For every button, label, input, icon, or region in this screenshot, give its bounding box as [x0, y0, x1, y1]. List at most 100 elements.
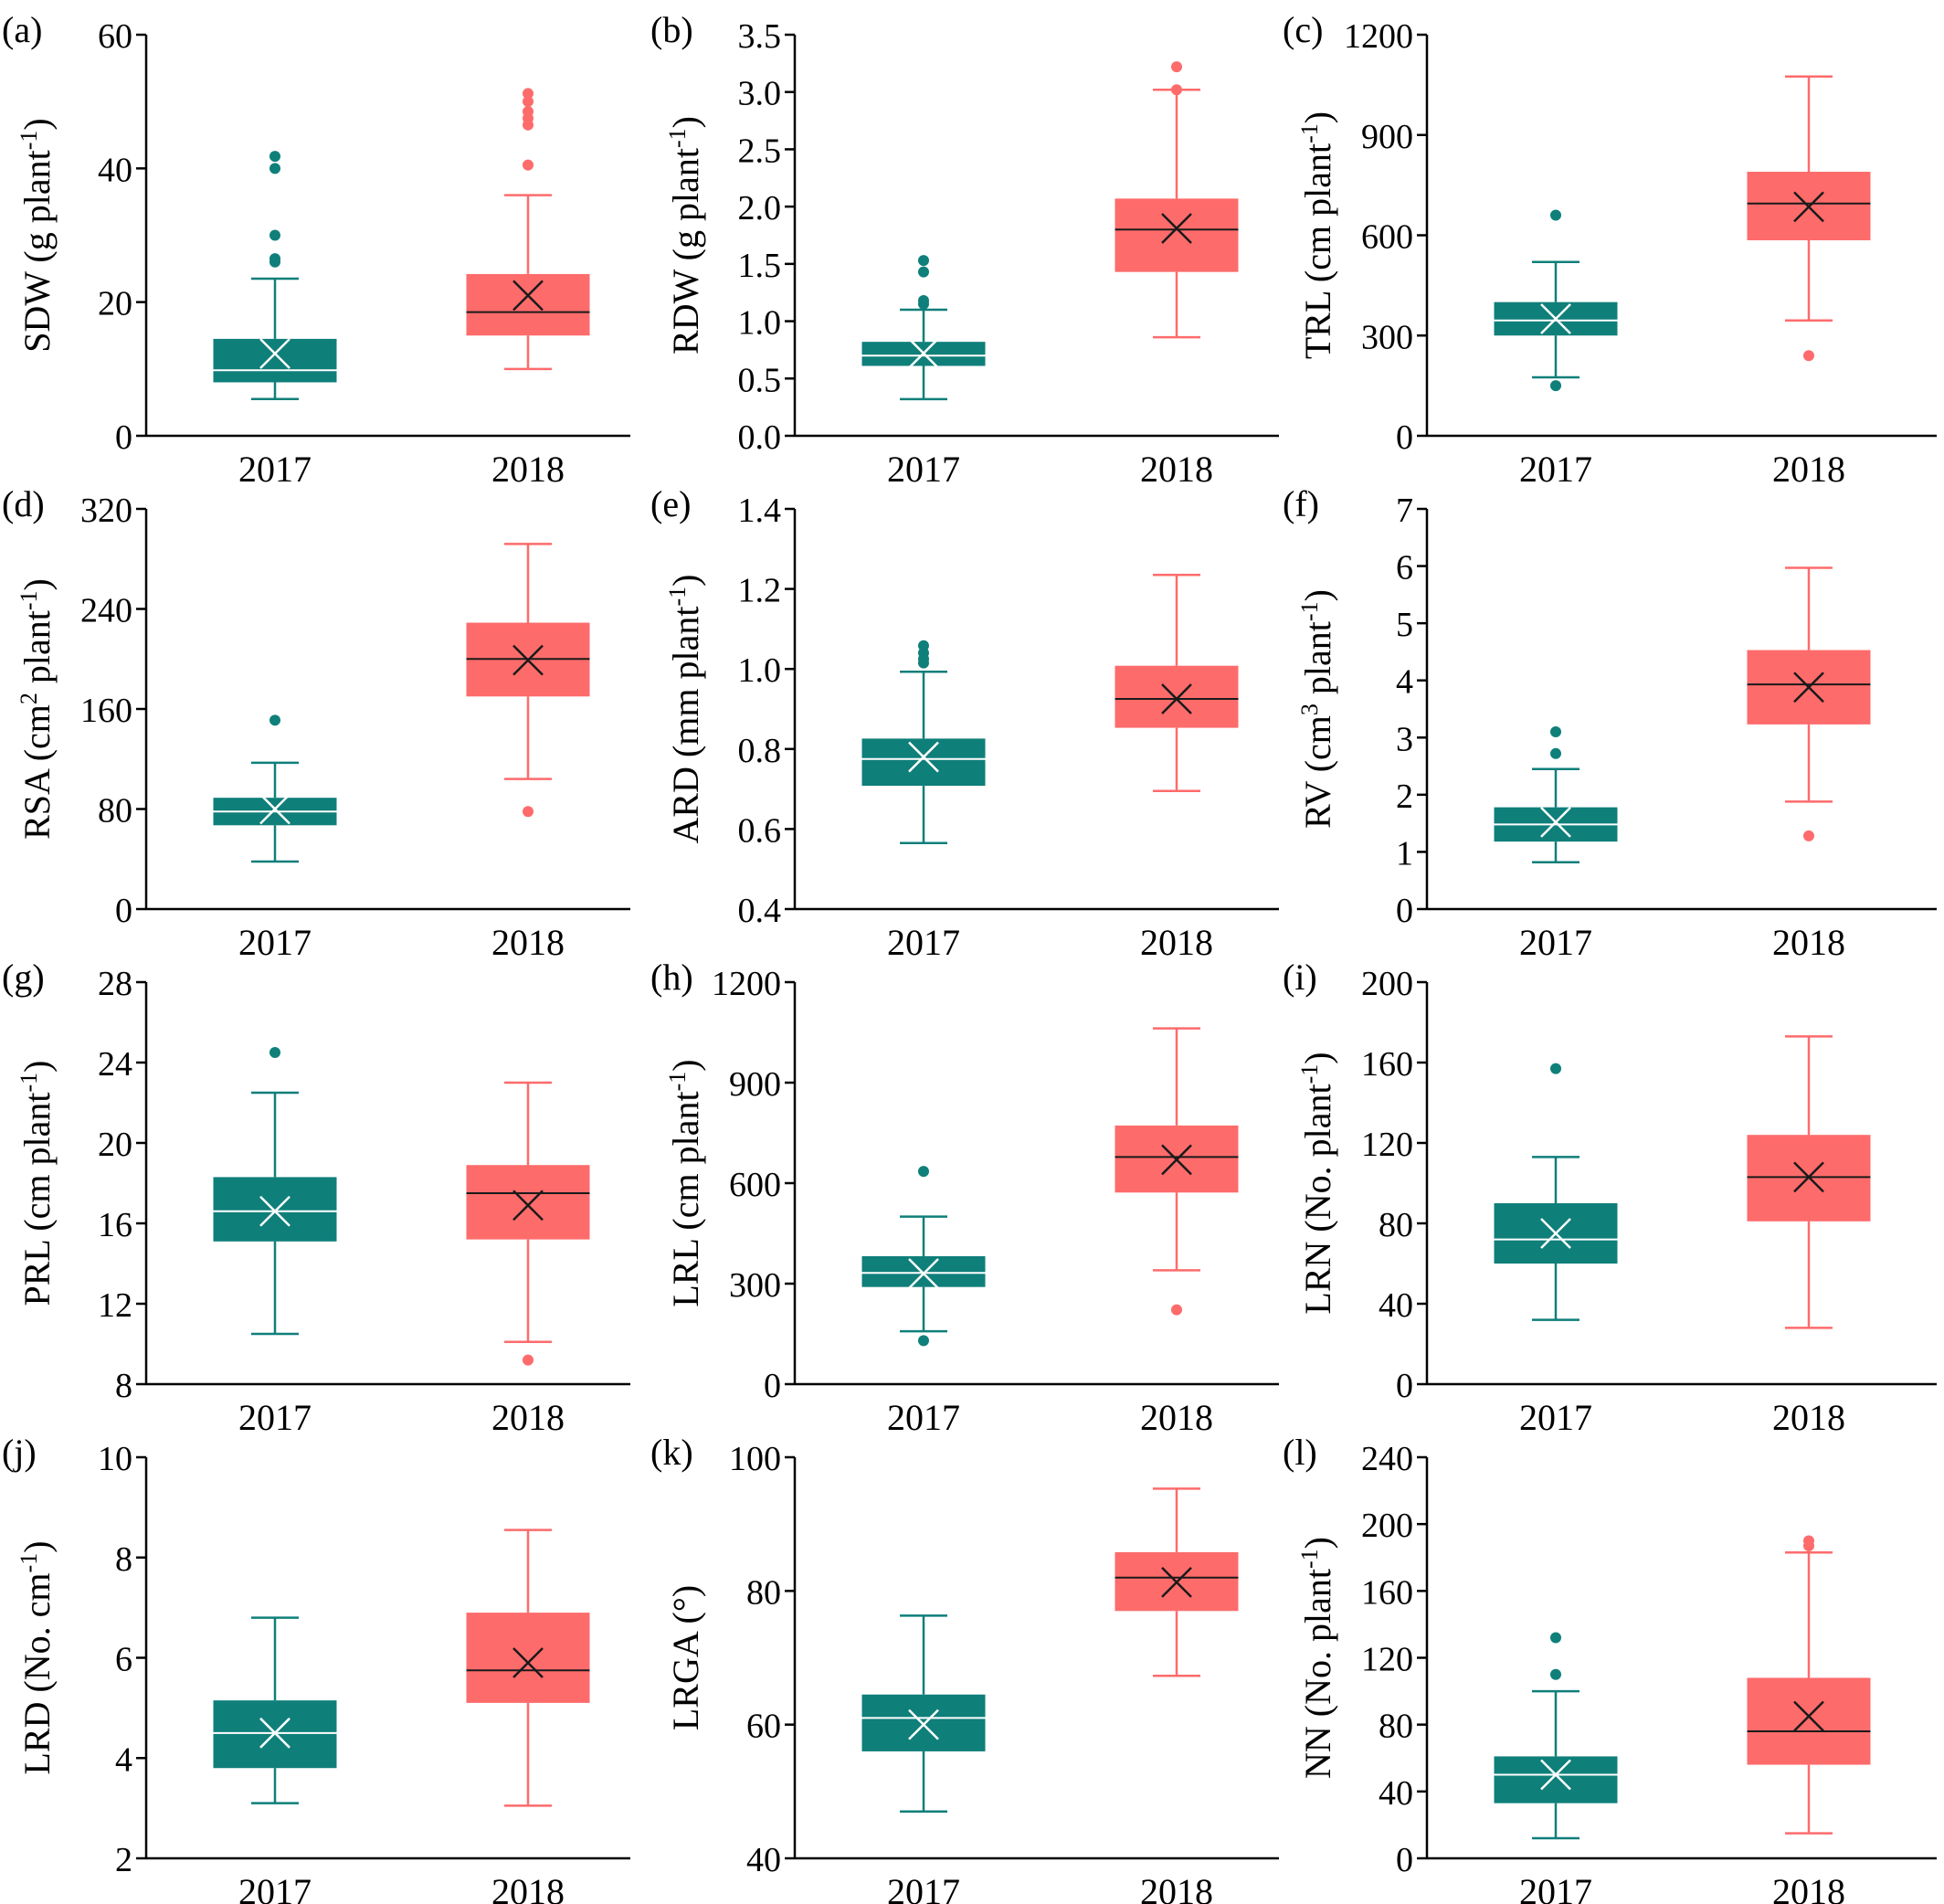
y-tick-label: 120 [1361, 1641, 1413, 1679]
y-axis-label: SDW (g plant-1) [16, 118, 58, 352]
y-tick-label: 0.8 [738, 732, 782, 770]
y-axis-label: NN (No. plant-1) [1296, 1537, 1338, 1779]
y-tick-label: 2.0 [738, 189, 782, 227]
x-tick-label: 2017 [238, 1397, 312, 1438]
outlier-point [1550, 209, 1561, 221]
y-tick-label: 1.0 [738, 304, 782, 343]
y-axis-label-text: LRD (No. cm [16, 1572, 58, 1774]
y-axis-label: RV (cm3 plant-1) [1296, 589, 1338, 829]
y-tick-label: 1200 [1344, 17, 1413, 56]
iqr-box [1494, 1756, 1618, 1804]
panel-label: (d) [2, 483, 45, 524]
x-tick-label: 2017 [238, 1871, 312, 1904]
y-axis-label-superscript: -1 [1296, 1549, 1323, 1569]
y-axis-label: RSA (cm2 plant-1) [16, 578, 58, 840]
panel-label: (l) [1283, 1432, 1317, 1473]
mean-marker [259, 793, 291, 825]
y-axis-label-superscript: 3 [1296, 703, 1323, 715]
mean-marker [512, 1190, 544, 1222]
chart-panel-a: 0 20 40 60 2017 2018 (a) SDW (g plant-1) [2, 9, 630, 490]
box-2018 [1115, 574, 1239, 793]
y-tick-label: 160 [80, 692, 132, 730]
y-axis-label-superscript: -1 [16, 1073, 42, 1093]
y-tick-label: 0.0 [738, 418, 782, 457]
y-axis-label-superscript: -1 [1296, 1064, 1323, 1084]
outlier-point [1550, 1668, 1561, 1680]
y-tick-label: 1.0 [738, 651, 782, 690]
y-tick-label: 200 [1361, 965, 1413, 1003]
outlier-point [269, 151, 280, 163]
outlier-point [918, 1335, 929, 1347]
outlier-point [1550, 1063, 1561, 1074]
y-tick-label: 24 [98, 1045, 132, 1084]
y-tick-label: 0 [1396, 418, 1413, 457]
y-axis-label-text: RDW (g plant [665, 148, 706, 354]
panel-label: (g) [2, 957, 45, 998]
y-axis-label-superscript: -1 [1296, 123, 1323, 143]
y-tick-label: 20 [98, 1126, 132, 1164]
iqr-box [1747, 1677, 1871, 1765]
y-tick-label: 0.6 [738, 811, 782, 850]
mean-marker [259, 1195, 291, 1227]
y-tick-label: 0.5 [738, 361, 782, 399]
mean-marker [259, 1717, 291, 1749]
y-tick-label: 80 [746, 1573, 781, 1612]
y-axis-label-text: ) [16, 118, 58, 130]
outlier-point [523, 806, 534, 818]
y-tick-label: 0 [764, 1367, 781, 1405]
x-tick-label: 2018 [1140, 922, 1213, 963]
y-axis-label-text: ) [665, 1059, 706, 1071]
x-tick-label: 2017 [238, 449, 312, 490]
chart-panel-h: 0 300 600 900 1200 2017 2018 (h) LRL (cm plant-1… [650, 957, 1279, 1438]
y-tick-label: 6 [115, 1641, 132, 1679]
y-axis-label-text: RSA (cm [16, 704, 58, 840]
box-2017 [1494, 726, 1618, 863]
y-axis-label-text: LRGA (°) [665, 1585, 706, 1730]
mean-marker [259, 338, 291, 369]
x-tick-label: 2018 [1140, 1397, 1213, 1438]
iqr-box [861, 738, 986, 787]
x-tick-label: 2017 [887, 449, 960, 490]
chart-panel-i: 0 40 80 120 160 200 2017 2018 (i) LRN (No. plant-… [1283, 957, 1937, 1438]
y-axis-label-text: LRN (No. plant [1297, 1084, 1338, 1314]
box-2017 [213, 1047, 337, 1336]
x-tick-label: 2018 [491, 1397, 565, 1438]
y-axis-label-superscript: -1 [664, 587, 691, 607]
panel-label: (e) [650, 483, 691, 524]
box-2017 [861, 1614, 986, 1814]
x-tick-label: 2018 [1772, 1871, 1845, 1904]
y-tick-label: 0 [1396, 1841, 1413, 1879]
y-tick-label: 300 [1361, 318, 1413, 356]
mean-marker [1793, 1161, 1824, 1193]
box-2017 [213, 714, 337, 863]
y-tick-label: 16 [98, 1206, 132, 1244]
box-2018 [1115, 1487, 1239, 1677]
x-tick-label: 2017 [1519, 922, 1592, 963]
y-axis-label: LRGA (°) [665, 1585, 706, 1730]
y-tick-label: 900 [729, 1065, 781, 1104]
y-axis-label: ARD (mm plant-1) [664, 575, 706, 844]
y-tick-label: 320 [80, 492, 132, 530]
x-tick-label: 2018 [491, 1871, 565, 1904]
x-tick-label: 2017 [1519, 449, 1592, 490]
outlier-point [1803, 1535, 1814, 1547]
y-axis-label-superscript: -1 [16, 590, 42, 610]
box-2018 [466, 1528, 590, 1807]
chart-panel-g: 8 12 16 20 24 28 2017 2018 (g) PRL (cm plant-1) [2, 957, 630, 1438]
mean-marker [512, 1647, 544, 1678]
box-2018 [1747, 1535, 1871, 1835]
y-tick-label: 160 [1361, 1045, 1413, 1084]
y-tick-label: 0 [115, 892, 132, 930]
y-tick-label: 28 [98, 965, 132, 1003]
x-tick-label: 2018 [1772, 922, 1845, 963]
box-2017 [1494, 1063, 1618, 1321]
panel-label: (f) [1283, 483, 1319, 524]
y-tick-label: 7 [1396, 492, 1413, 530]
chart-panel-k: 40 60 80 100 2017 2018 (k) LRGA (°) [650, 1432, 1279, 1904]
y-axis-label-superscript: 2 [16, 693, 42, 704]
y-tick-label: 3.5 [738, 17, 782, 56]
y-axis-label-text: TRL (cm plant [1297, 143, 1338, 359]
y-tick-label: 1.5 [738, 247, 782, 285]
outlier-point [1171, 1304, 1182, 1316]
outlier-point [269, 229, 280, 241]
